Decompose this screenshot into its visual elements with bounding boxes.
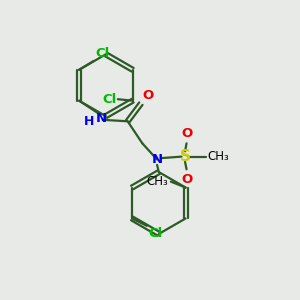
Text: N: N	[152, 153, 163, 166]
Text: H: H	[83, 115, 94, 128]
Text: N: N	[96, 112, 107, 125]
Text: Cl: Cl	[95, 47, 110, 60]
Text: Cl: Cl	[102, 93, 116, 106]
Text: O: O	[181, 173, 192, 186]
Text: CH₃: CH₃	[208, 150, 230, 163]
Text: CH₃: CH₃	[147, 175, 169, 188]
Text: Cl: Cl	[148, 227, 163, 240]
Text: S: S	[180, 149, 190, 164]
Text: O: O	[142, 89, 154, 102]
Text: O: O	[181, 128, 192, 140]
